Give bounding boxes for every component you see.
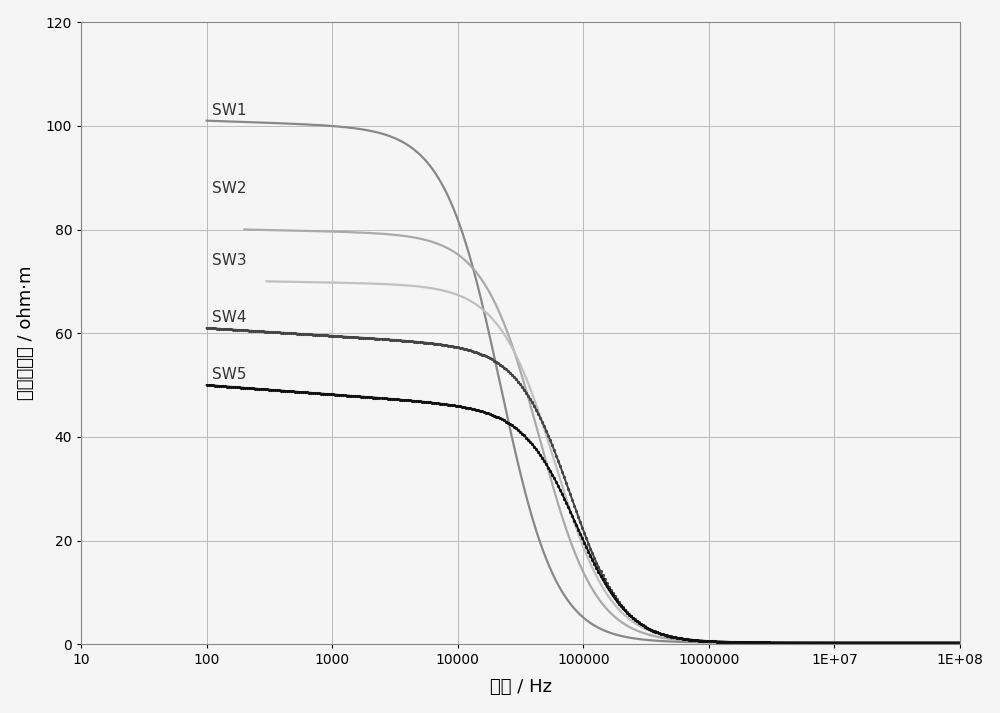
Text: SW3: SW3 (212, 253, 247, 268)
Text: SW4: SW4 (212, 310, 246, 325)
Y-axis label: 实部电阱率 / ohm·m: 实部电阱率 / ohm·m (17, 266, 35, 401)
Text: SW2: SW2 (212, 180, 246, 195)
Text: SW1: SW1 (212, 103, 246, 118)
Text: SW5: SW5 (212, 367, 246, 382)
X-axis label: 频率 / Hz: 频率 / Hz (490, 678, 552, 697)
